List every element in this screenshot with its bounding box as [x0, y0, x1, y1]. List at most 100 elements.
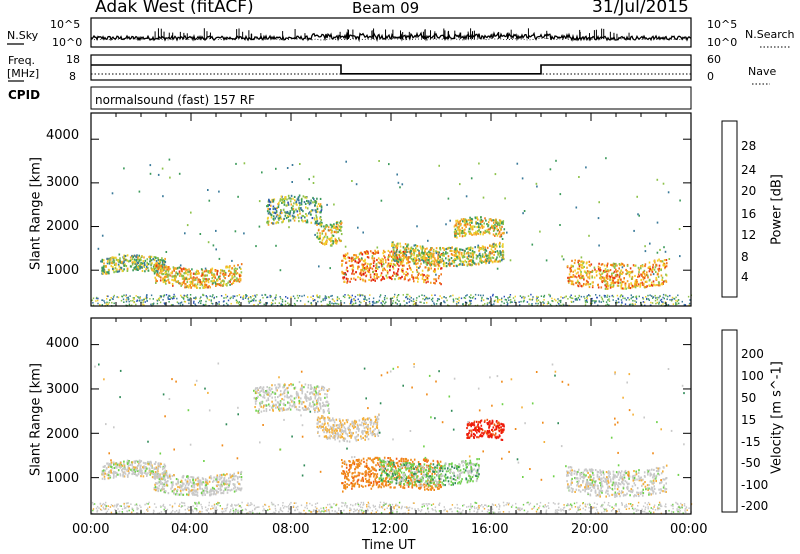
power-cell: [383, 267, 385, 270]
velocity-cell: [601, 504, 603, 506]
power-cell: [276, 221, 278, 224]
power-cell: [432, 256, 435, 259]
power-cell: [382, 263, 385, 266]
power-cell: [595, 294, 597, 296]
velocity-cell: [188, 506, 191, 509]
power-cell: [326, 303, 328, 306]
power-cell: [475, 257, 478, 260]
power-cell: [385, 261, 387, 264]
power-cell: [664, 265, 667, 268]
velocity-cell: [606, 510, 608, 512]
power-cell: [99, 304, 101, 306]
power-cell: [388, 276, 391, 279]
velocity-cell: [236, 504, 238, 506]
power-cell: [138, 190, 141, 193]
velocity-cell: [389, 504, 391, 506]
power-cell: [144, 270, 146, 273]
power-cell: [407, 258, 409, 261]
power-cell: [598, 301, 601, 303]
power-cell: [419, 254, 422, 257]
velocity-cell: [99, 508, 102, 511]
power-cell: [277, 206, 280, 209]
power-cell: [646, 297, 648, 300]
power-cell: [269, 294, 271, 297]
power-cell: [506, 301, 508, 303]
power-cell: [149, 257, 151, 260]
power-cell: [381, 263, 383, 266]
power-cell: [195, 272, 198, 275]
power-cell: [212, 282, 214, 285]
power-cell: [469, 226, 472, 229]
power-cell: [452, 300, 455, 302]
power-cell: [293, 209, 295, 212]
power-cell: [118, 253, 121, 256]
power-cell: [382, 252, 384, 255]
time-tick-04: 04:00: [171, 522, 209, 537]
velocity-cell: [677, 503, 679, 505]
power-cell: [340, 220, 342, 223]
power-cell: [458, 226, 460, 229]
velocity-cell: [360, 506, 362, 508]
velocity-cell: [654, 509, 657, 511]
nsky-frame: [90, 17, 692, 48]
power-cell: [237, 278, 239, 281]
power-cell: [619, 295, 621, 298]
power-cell: [161, 269, 164, 272]
power-cell: [368, 297, 370, 300]
power-cell: [493, 221, 495, 224]
power-cell: [628, 273, 631, 276]
power-cell: [372, 259, 375, 262]
power-cell: [416, 225, 418, 228]
velocity-cell: [578, 509, 580, 511]
power-cell: [424, 278, 427, 281]
power-cell: [194, 303, 196, 306]
power-cell: [394, 293, 396, 296]
velocity-cell: [609, 505, 611, 507]
power-cell: [405, 247, 407, 250]
power-cell: [650, 301, 652, 304]
power-cell: [229, 297, 231, 300]
power-cell: [212, 274, 214, 277]
power-cell: [330, 244, 333, 247]
power-cell: [602, 277, 605, 280]
velocity-cell: [105, 505, 108, 507]
power-cell: [188, 284, 190, 287]
power-cell: [314, 209, 317, 212]
power-cell: [216, 303, 219, 305]
velocity-cell: [390, 512, 393, 515]
power-cell: [210, 269, 213, 272]
velocity-cell: [315, 508, 317, 511]
velocity-cell: [249, 510, 251, 513]
power-cell: [492, 293, 494, 296]
velocity-cell: [557, 512, 559, 514]
power-cell: [187, 299, 189, 301]
power-cell: [407, 261, 410, 264]
power-cell: [606, 296, 608, 298]
power-cell: [208, 278, 210, 281]
velocity-cell: [681, 505, 683, 508]
power-cell: [497, 223, 500, 226]
power-cell: [107, 303, 109, 305]
velocity-cell: [367, 509, 369, 512]
power-cell: [626, 264, 629, 267]
velocity-cell: [191, 509, 194, 511]
power-cell: [467, 253, 470, 256]
power-cell: [238, 294, 241, 296]
velocity-cell: [106, 510, 108, 513]
power-cell: [201, 280, 204, 283]
velocity-cell: [438, 503, 440, 506]
power-cell: [548, 293, 550, 296]
power-cell: [470, 246, 472, 249]
power-cell: [301, 219, 303, 222]
power-cell: [366, 250, 368, 253]
power-cell: [120, 261, 123, 264]
power-cell: [404, 243, 407, 246]
velocity-cell: [275, 509, 277, 512]
velocity-cell: [325, 506, 327, 509]
power-cell: [481, 226, 484, 229]
power-cell: [267, 222, 269, 225]
power-cell: [603, 264, 606, 267]
power-cell: [676, 300, 679, 303]
power-cell: [443, 254, 445, 257]
velocity-cell: [92, 508, 95, 510]
